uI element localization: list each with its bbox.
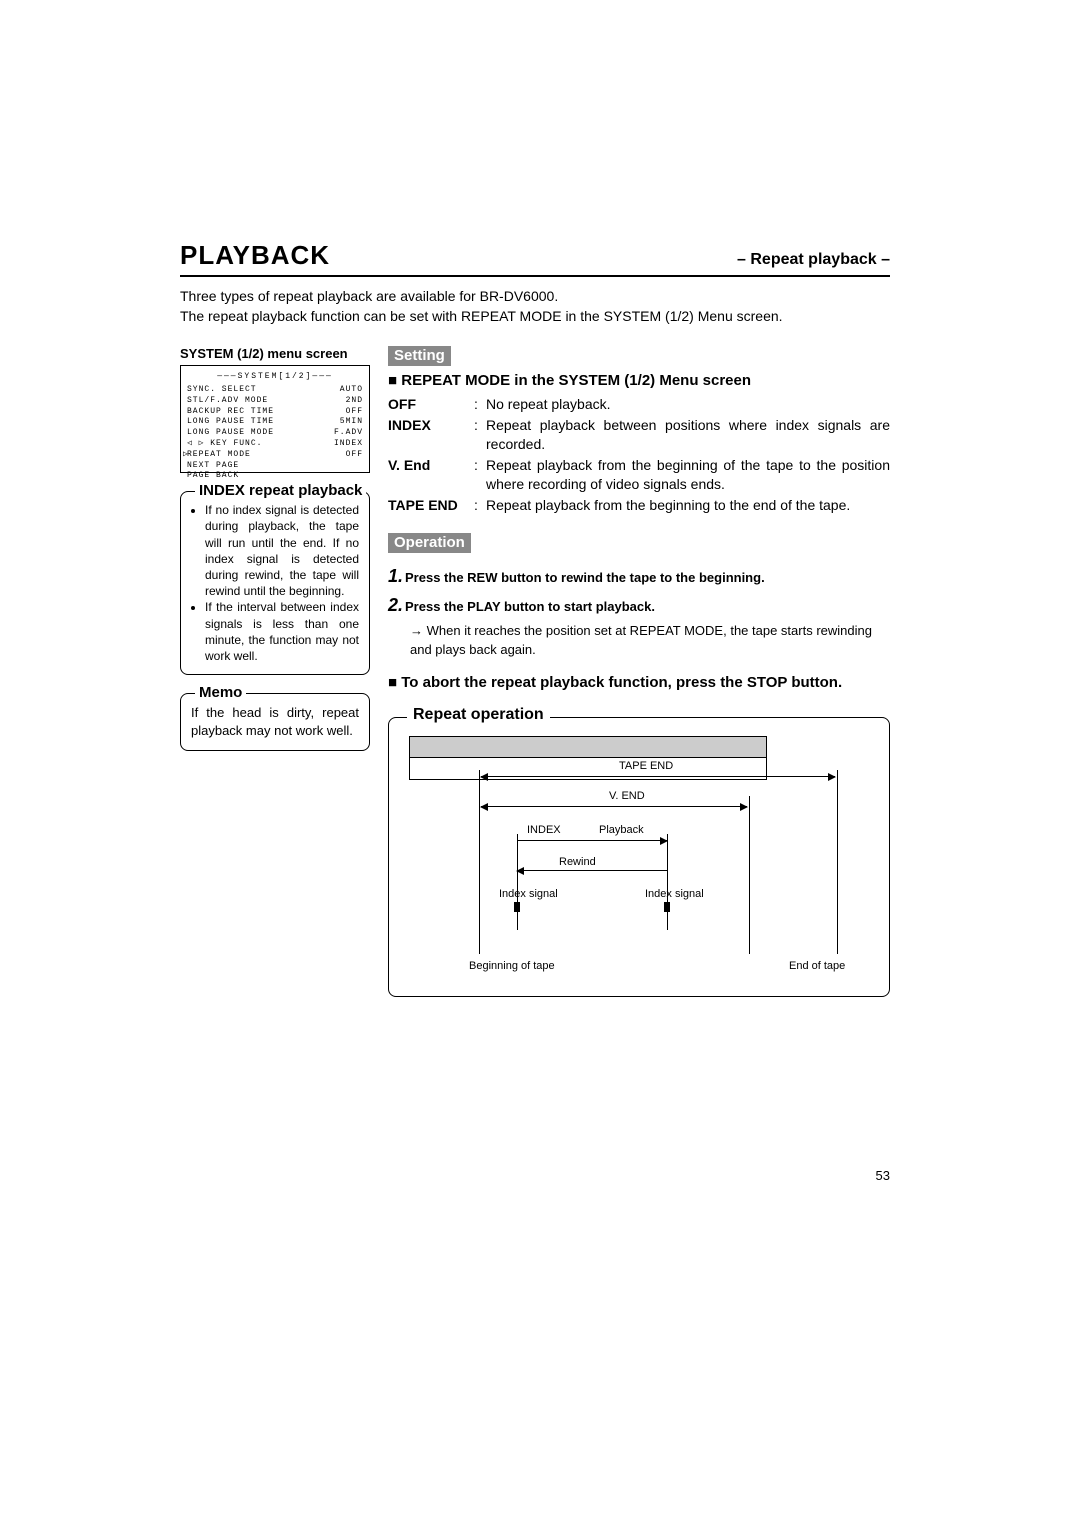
- index-playback-box: INDEX repeat playback If no index signal…: [180, 491, 370, 675]
- intro-line: Three types of repeat playback are avail…: [180, 287, 890, 307]
- setting-label: Setting: [388, 346, 451, 366]
- label-end: End of tape: [789, 960, 845, 972]
- definition-row: V. End:Repeat playback from the beginnin…: [388, 456, 890, 494]
- label-v-end: V. END: [609, 790, 645, 802]
- step-text: Press the PLAY button to start playback.: [405, 599, 655, 614]
- menu-row: LONG PAUSE MODEF.ADV: [187, 428, 363, 439]
- box-title: INDEX repeat playback: [195, 482, 366, 499]
- page-subtitle: – Repeat playback –: [737, 251, 890, 269]
- abort-heading: To abort the repeat playback function, p…: [388, 674, 890, 691]
- label-playback: Playback: [599, 824, 644, 836]
- label-tape-end: TAPE END: [619, 760, 673, 772]
- definition-row: INDEX:Repeat playback between positions …: [388, 416, 890, 454]
- operation-note: When it reaches the position set at REPE…: [410, 621, 890, 660]
- definition-row: TAPE END:Repeat playback from the beginn…: [388, 496, 890, 515]
- definition-row: OFF:No repeat playback.: [388, 395, 890, 414]
- menu-title: ———SYSTEM[1/2]———: [187, 372, 363, 383]
- index-bullet: If the interval between index signals is…: [205, 599, 359, 664]
- menu-row: NEXT PAGE: [187, 461, 363, 472]
- menu-row: STL/F.ADV MODE2ND: [187, 396, 363, 407]
- tape-gray-band: [409, 736, 767, 758]
- header: PLAYBACK – Repeat playback –: [180, 240, 890, 277]
- repeat-operation-box: Repeat operation TAPE END V. END INDEX: [388, 717, 890, 997]
- label-index-signal: Index signal: [499, 888, 558, 900]
- label-index: INDEX: [527, 824, 561, 836]
- menu-row: PAGE BACK: [187, 471, 363, 482]
- memo-box: Memo If the head is dirty, repeat playba…: [180, 693, 370, 751]
- intro-text: Three types of repeat playback are avail…: [180, 287, 890, 326]
- menu-row: ▷ REPEAT MODEOFF: [187, 450, 363, 461]
- box-title: Memo: [195, 684, 246, 701]
- operation-label: Operation: [388, 533, 471, 553]
- label-begin: Beginning of tape: [469, 960, 555, 972]
- step-text: Press the REW button to rewind the tape …: [405, 570, 765, 585]
- index-bullet: If no index signal is detected during pl…: [205, 502, 359, 599]
- repeat-diagram: TAPE END V. END INDEX Playback Rewind In…: [409, 736, 869, 986]
- setting-definitions: OFF:No repeat playback. INDEX:Repeat play…: [388, 395, 890, 514]
- label-index-signal: Index signal: [645, 888, 704, 900]
- memo-text: If the head is dirty, repeat playback ma…: [191, 704, 359, 740]
- repeat-op-title: Repeat operation: [407, 706, 550, 724]
- menu-row: BACKUP REC TIMEOFF: [187, 407, 363, 418]
- menu-row: ◁ ▷ KEY FUNC.INDEX: [187, 439, 363, 450]
- intro-line: The repeat playback function can be set …: [180, 307, 890, 327]
- system-menu-screen: ———SYSTEM[1/2]——— SYNC. SELECTAUTO STL/F…: [180, 365, 370, 473]
- setting-heading: REPEAT MODE in the SYSTEM (1/2) Menu scr…: [388, 372, 890, 389]
- menu-caption: SYSTEM (1/2) menu screen: [180, 346, 370, 361]
- menu-row: SYNC. SELECTAUTO: [187, 385, 363, 396]
- label-rewind: Rewind: [559, 856, 596, 868]
- menu-row: LONG PAUSE TIME5MIN: [187, 417, 363, 428]
- page-number: 53: [876, 1168, 890, 1183]
- page-title: PLAYBACK: [180, 240, 330, 271]
- operation-steps: 1.Press the REW button to rewind the tap…: [388, 563, 890, 660]
